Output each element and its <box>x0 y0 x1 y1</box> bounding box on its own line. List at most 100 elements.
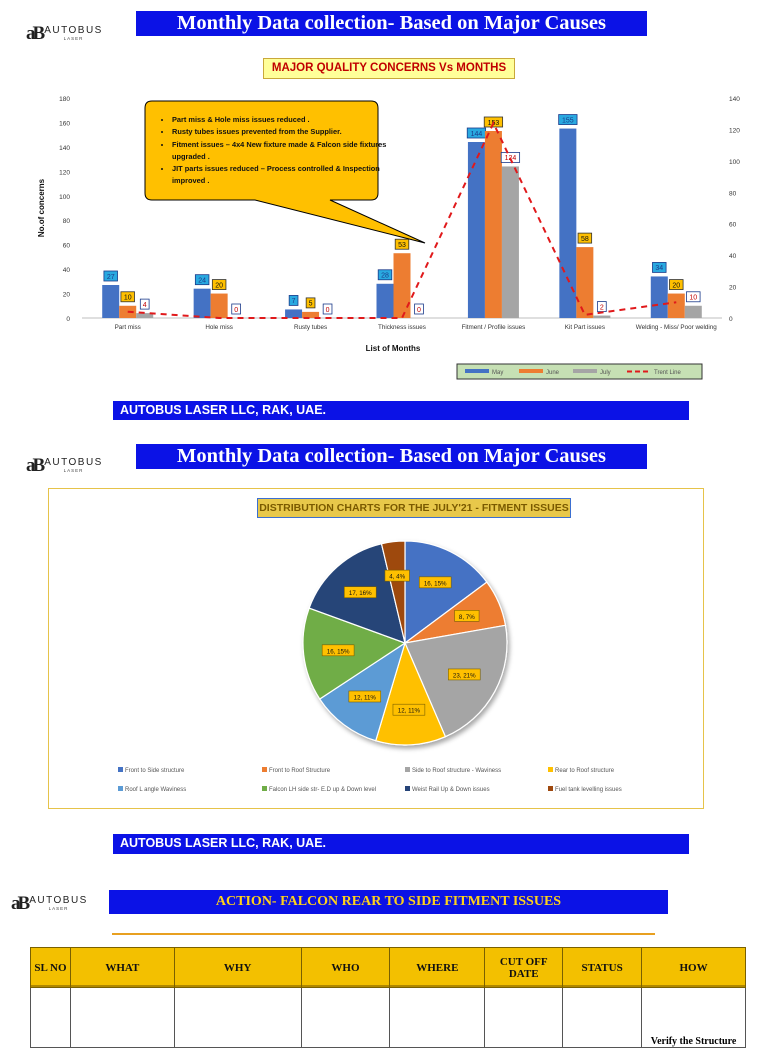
bar <box>684 305 702 318</box>
y-tick-label: 80 <box>63 218 71 225</box>
data-label-box <box>558 114 578 125</box>
legend-label: June <box>546 370 560 376</box>
data-label: 0 <box>234 307 238 314</box>
legend-swatch <box>262 767 267 772</box>
bar <box>501 166 519 318</box>
data-label: 10 <box>689 295 697 302</box>
logo-name: AUTOBUS <box>29 895 88 907</box>
pie-label: 4, 4% <box>389 574 405 581</box>
how-cell-text: Verify the Structure <box>650 1036 737 1047</box>
legend-label: May <box>492 370 503 376</box>
legend-label: Falcon LH side str- E.D up & Down level <box>269 787 376 793</box>
logo-name: AUTOBUS <box>44 457 103 469</box>
pie-label: 8, 7% <box>459 614 475 621</box>
y-tick-label: 40 <box>63 267 71 274</box>
data-label: 5 <box>309 301 313 308</box>
pie-label: 12, 11% <box>354 694 377 701</box>
col-header-where: WHERE <box>389 947 486 988</box>
pie-label-box <box>384 569 410 582</box>
x-tick-label: Kit Part issues <box>565 324 605 331</box>
logo-mark: aB <box>11 893 30 914</box>
data-label: 144 <box>471 131 483 138</box>
pie-label-box <box>321 644 355 657</box>
y-tick-label: 160 <box>59 120 70 127</box>
col-header-cut-off-date: CUT OFF DATE <box>484 947 564 988</box>
y-tick-label: 0 <box>66 316 70 323</box>
x-axis-title: List of Months <box>366 344 421 353</box>
table-cell <box>389 987 486 1048</box>
logo-mark: aB <box>26 455 45 476</box>
data-label-box <box>414 303 424 315</box>
col-header-status: STATUS <box>562 947 643 988</box>
bar <box>593 315 611 318</box>
action-table: SL NO WHAT WHY WHO WHERE CUT OFF DATE ST… <box>30 947 746 1048</box>
legend-label: Trent Line <box>654 370 681 376</box>
logo-sub: LASER <box>63 36 84 42</box>
bar <box>136 313 154 318</box>
pie-chart-frame <box>48 488 704 809</box>
data-label-box <box>669 279 684 290</box>
y2-tick-label: 40 <box>729 253 737 260</box>
data-label-box <box>194 274 210 286</box>
bar <box>302 311 320 318</box>
data-label-box <box>139 298 150 310</box>
data-label-box <box>120 291 135 303</box>
pie-label-box <box>343 586 377 599</box>
bar <box>393 253 411 318</box>
bar <box>650 276 668 318</box>
data-label-box <box>377 269 393 281</box>
y2-tick-label: 60 <box>729 222 737 229</box>
pie-slice <box>404 624 508 738</box>
section2-footer: AUTOBUS LASER LLC, RAK, UAE. <box>113 834 689 854</box>
legend-label: Roof L angle Waviness <box>125 787 186 793</box>
section2-banner: Monthly Data collection- Based on Major … <box>136 444 647 469</box>
pie-label-box <box>348 690 382 703</box>
data-label-box <box>394 238 410 250</box>
banner-underline <box>112 933 655 935</box>
y-tick-label: 100 <box>59 194 70 201</box>
callout-item: Fitment issues – 4x4 New fixture made & … <box>172 139 397 164</box>
company-logo: aB AUTOBUS LASER <box>11 893 88 915</box>
y2-tick-label: 80 <box>729 190 737 197</box>
pie-slice <box>374 641 447 746</box>
data-label: 27 <box>107 274 115 281</box>
pie-label: 12, 11% <box>398 708 421 715</box>
pie-chart-title: DISTRIBUTION CHARTS FOR THE JULY'21 - FI… <box>257 498 571 518</box>
x-tick-label: Thickness issues <box>378 324 426 331</box>
x-tick-label: Hole miss <box>205 324 233 331</box>
legend-label: Rear to Roof structure <box>555 768 615 774</box>
data-label: 53 <box>398 242 406 249</box>
pie-label-box <box>448 668 481 681</box>
pie-label: 16, 15% <box>327 648 350 655</box>
table-cell <box>69 987 175 1048</box>
x-tick-label: Fitment / Profile issues <box>462 324 526 331</box>
legend-label: Weist Rail Up & Down issues <box>412 787 490 793</box>
data-label: 24 <box>198 277 206 284</box>
logo-sub: LASER <box>63 468 84 474</box>
data-label: 2 <box>600 304 604 311</box>
bar <box>102 285 120 318</box>
data-label: 4 <box>143 302 147 309</box>
data-label-box <box>231 303 241 315</box>
company-logo: aB AUTOBUS LASER <box>26 23 103 45</box>
y2-tick-label: 20 <box>729 285 737 292</box>
col-header-how: HOW <box>641 947 746 988</box>
bar <box>667 293 685 318</box>
data-label: 0 <box>417 307 421 314</box>
data-label: 7 <box>292 298 296 305</box>
table-cell <box>300 987 391 1048</box>
bar-chart-title: MAJOR QUALITY CONCERNS Vs MONTHS <box>263 58 515 79</box>
legend-swatch <box>118 767 123 772</box>
col-header-sl-no: SL NO <box>30 947 71 988</box>
col-header-what: WHAT <box>69 947 175 988</box>
x-tick-label: Rusty tubes <box>294 324 327 331</box>
pie-label: 17, 16% <box>349 590 372 597</box>
bar <box>376 283 394 318</box>
data-label-box <box>305 297 316 309</box>
y-tick-label: 180 <box>59 96 70 103</box>
legend-label: Side to Roof structure - Waviness <box>412 768 501 774</box>
legend-swatch <box>573 369 597 373</box>
bar <box>193 288 211 318</box>
callout-bubble <box>144 100 426 244</box>
data-label: 20 <box>215 282 223 289</box>
